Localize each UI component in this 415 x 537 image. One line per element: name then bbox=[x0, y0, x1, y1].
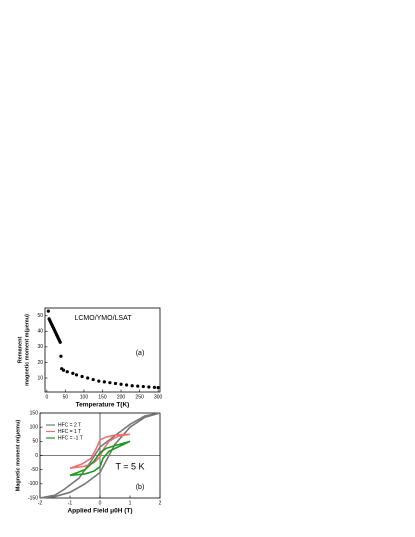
y-tick-label: -150 bbox=[28, 495, 38, 501]
x-tick-label: 0 bbox=[99, 500, 102, 506]
data-point bbox=[97, 379, 101, 383]
data-point bbox=[65, 370, 69, 374]
data-point bbox=[136, 384, 140, 388]
y-tick-label: 50 bbox=[32, 439, 38, 445]
y-axis-label: Magnetic moment m(μemu) bbox=[15, 420, 21, 492]
data-point bbox=[86, 376, 90, 380]
data-point bbox=[125, 383, 129, 387]
data-point bbox=[80, 374, 84, 379]
annotation: T = 5 K bbox=[115, 461, 144, 471]
chart-title: LCMO/YMO/LSAT bbox=[74, 315, 132, 322]
x-tick-label: 50 bbox=[63, 394, 69, 400]
data-point bbox=[147, 385, 151, 389]
data-point bbox=[113, 381, 118, 386]
data-point bbox=[58, 340, 62, 344]
data-point bbox=[152, 385, 157, 389]
legend-label: HFC = -1 T bbox=[58, 435, 83, 441]
x-tick-label: 100 bbox=[80, 394, 89, 400]
data-point bbox=[156, 386, 160, 390]
data-point bbox=[71, 371, 75, 375]
loop-line bbox=[69, 440, 131, 477]
panel-label: (a) bbox=[136, 350, 145, 357]
x-tick-label: 0 bbox=[45, 394, 48, 400]
loop-line bbox=[69, 433, 131, 470]
x-axis-label: Applied Field μ0H (T) bbox=[67, 508, 132, 515]
data-point bbox=[74, 373, 79, 377]
legend-label: HFC = 1 T bbox=[58, 429, 81, 435]
data-point bbox=[108, 381, 112, 385]
x-tick-label: 250 bbox=[135, 394, 144, 400]
data-point bbox=[102, 380, 106, 384]
y-tick-label: 30 bbox=[37, 344, 43, 350]
data-point bbox=[61, 368, 66, 372]
y-tick-label: 150 bbox=[30, 410, 39, 416]
data-point bbox=[130, 384, 134, 388]
x-tick-label: 1 bbox=[129, 500, 132, 506]
data-point bbox=[141, 384, 145, 389]
y-tick-label: 40 bbox=[37, 329, 43, 335]
data-point bbox=[119, 382, 123, 386]
legend-label: HFC = 2 T bbox=[58, 422, 81, 428]
y-tick-label: 10 bbox=[37, 375, 43, 381]
y-tick-label: 50 bbox=[37, 313, 43, 319]
panel-label: (b) bbox=[136, 484, 145, 491]
x-tick-label: 200 bbox=[117, 394, 126, 400]
data-point bbox=[59, 354, 63, 358]
data-point bbox=[46, 309, 50, 313]
y-tick-label: -100 bbox=[28, 481, 38, 487]
x-tick-label: -2 bbox=[38, 500, 43, 506]
y-tick-label: 100 bbox=[30, 424, 39, 430]
x-tick-label: 2 bbox=[159, 500, 162, 506]
y-tick-label: 0 bbox=[35, 453, 38, 459]
x-tick-label: 300 bbox=[154, 394, 163, 400]
x-axis-label: Temperature T(K) bbox=[76, 402, 130, 409]
x-tick-label: 150 bbox=[98, 394, 107, 400]
x-tick-label: -1 bbox=[68, 500, 73, 506]
y-tick-label: 20 bbox=[37, 360, 43, 366]
y-axis-label: Remanent bbox=[17, 337, 23, 364]
y-axis-label: magnetic moment m(μemu) bbox=[24, 314, 30, 386]
data-point bbox=[91, 377, 95, 382]
y-tick-label: -50 bbox=[31, 467, 38, 473]
